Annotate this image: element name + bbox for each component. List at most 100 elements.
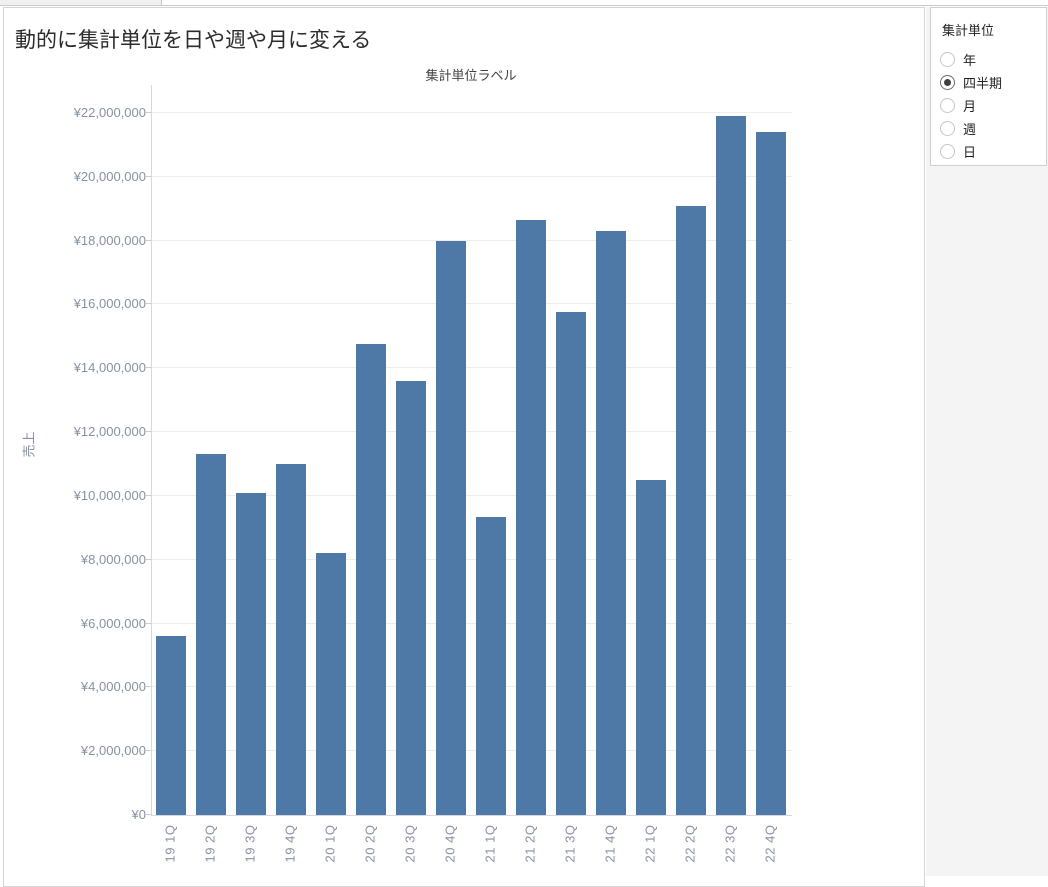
y-tick-mark [146,622,151,624]
bar-22-3Q[interactable] [716,116,746,815]
gridline [152,367,792,369]
sheet-tab-edge [0,0,162,5]
bar-19-1Q[interactable] [156,636,186,815]
bar-21-3Q[interactable] [556,312,586,815]
x-tick-label-text: 21 2Q [522,824,538,862]
y-tick-label: ¥14,000,000 [73,360,146,376]
x-tick-label-text: 22 3Q [722,824,738,862]
param-option-年[interactable]: 年 [940,48,1044,71]
param-option-月[interactable]: 月 [940,94,1044,117]
x-tick-label: 19 1Q [150,819,190,867]
y-tick-mark [146,112,151,113]
x-tick-label-text: 21 4Q [602,824,618,862]
gridline [152,239,792,241]
x-tick-label: 20 3Q [390,819,430,867]
gridline [152,431,792,433]
param-option-label: 週 [963,122,977,137]
x-tick-label: 20 2Q [350,819,390,867]
y-tick-label: ¥16,000,000 [73,296,146,312]
x-tick-label: 22 2Q [670,819,710,867]
x-tick-label-text: 22 4Q [762,824,778,862]
param-option-label: 年 [963,53,977,68]
parameter-panel: 集計単位 年四半期月週日 [930,7,1047,166]
x-tick-label: 21 1Q [470,819,510,867]
y-tick-mark [146,239,151,241]
sheet-tab-strip [0,0,1048,6]
chart-title: 集計単位ラベル [425,68,517,83]
x-tick-label-text: 21 1Q [482,824,498,862]
bar-21-4Q[interactable] [596,231,626,815]
x-tick-label-text: 19 4Q [282,824,298,862]
x-tick-label: 19 2Q [190,819,230,867]
x-tick-label: 21 4Q [590,819,630,867]
bar-19-2Q[interactable] [196,454,226,815]
bar-19-4Q[interactable] [276,464,306,815]
y-tick-label: ¥0 [131,807,146,822]
param-option-日[interactable]: 日 [940,140,1044,163]
gridline [152,175,792,177]
bar-21-1Q[interactable] [476,516,506,815]
x-tick-label-text: 19 3Q [242,824,258,862]
x-tick-label: 21 2Q [510,819,550,867]
radio-selected-icon[interactable] [940,75,955,90]
gridline [152,303,792,305]
x-tick-label-text: 20 3Q [402,824,418,862]
bar-21-2Q[interactable] [516,219,546,815]
radio-icon[interactable] [940,52,955,67]
bar-20-2Q[interactable] [356,344,386,815]
param-option-label: 四半期 [963,76,1003,91]
y-tick-label: ¥10,000,000 [73,487,146,503]
param-option-label: 日 [963,145,977,160]
x-tick-label: 22 3Q [710,819,750,867]
y-tick-mark [146,175,151,177]
x-tick-label-text: 22 1Q [642,824,658,862]
y-tick-mark [146,303,151,305]
x-tick-label-text: 21 3Q [562,824,578,862]
gridline [152,112,792,113]
bar-19-3Q[interactable] [236,492,266,815]
y-tick-label: ¥20,000,000 [73,168,146,184]
y-tick-label: ¥8,000,000 [80,551,146,567]
bar-20-3Q[interactable] [396,381,426,815]
bar-22-2Q[interactable] [676,205,706,815]
y-tick-label: ¥2,000,000 [80,743,146,759]
y-tick-mark [146,367,151,369]
gridline [152,750,792,752]
gridline [152,686,792,688]
y-tick-label: ¥22,000,000 [73,105,146,120]
x-tick-label-text: 20 2Q [362,824,378,862]
x-tick-label: 22 1Q [630,819,670,867]
bar-22-4Q[interactable] [756,132,786,815]
y-tick-mark [146,814,151,815]
bar-22-1Q[interactable] [636,479,666,815]
gridline [152,558,792,560]
param-option-週[interactable]: 週 [940,117,1044,140]
y-tick-mark [146,431,151,433]
plot-area [151,85,792,816]
page-title: 動的に集計単位を日や週や月に変える [15,29,372,52]
y-tick-label: ¥12,000,000 [73,424,146,440]
x-tick-label-text: 19 2Q [202,824,218,862]
gridline [152,622,792,624]
radio-icon[interactable] [940,144,955,159]
y-tick-mark [146,686,151,688]
bar-20-1Q[interactable] [316,553,346,815]
x-tick-label: 20 4Q [430,819,470,867]
x-tick-label-text: 20 1Q [322,824,338,862]
y-tick-mark [146,558,151,560]
worksheet-panel: 動的に集計単位を日や週や月に変える 集計単位ラベル 売上 ¥0 ¥2,000,00… [3,7,925,887]
x-tick-label: 21 3Q [550,819,590,867]
x-tick-label: 20 1Q [310,819,350,867]
x-tick-label-text: 22 2Q [682,824,698,862]
x-tick-label: 19 4Q [270,819,310,867]
param-option-四半期[interactable]: 四半期 [940,71,1044,94]
radio-icon[interactable] [940,98,955,113]
radio-icon[interactable] [940,121,955,136]
y-tick-label: ¥6,000,000 [80,615,146,631]
x-tick-label-text: 20 4Q [442,824,458,862]
param-option-label: 月 [963,99,977,114]
parameter-radio-list: 年四半期月週日 [940,48,1044,163]
x-tick-label: 19 3Q [230,819,270,867]
bar-20-4Q[interactable] [436,240,466,815]
x-tick-label: 22 4Q [750,819,790,867]
